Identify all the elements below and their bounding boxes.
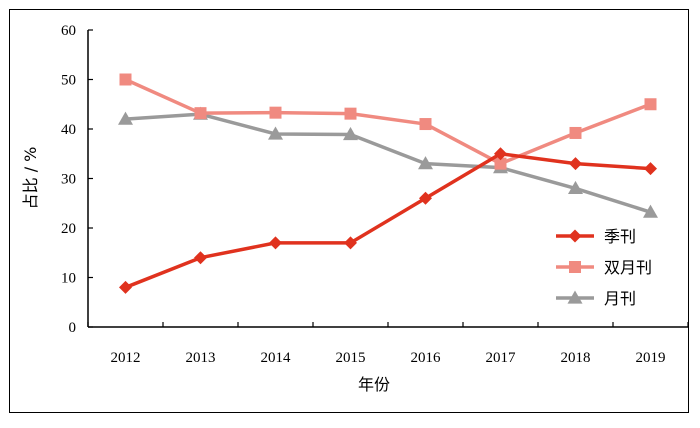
y-tick-label: 0: [69, 320, 77, 336]
y-tick-label: 10: [61, 271, 76, 287]
data-point: [344, 236, 357, 250]
data-point: [343, 126, 358, 141]
series-diamond: [119, 147, 657, 294]
data-point: [194, 107, 207, 120]
data-point: [269, 236, 282, 250]
legend-swatch-marker: [567, 290, 583, 304]
data-point: [419, 191, 432, 205]
y-tick-label: 50: [61, 73, 76, 89]
x-tick-label: 2012: [111, 350, 141, 366]
legend-swatch-marker: [569, 261, 581, 273]
data-point: [119, 280, 132, 294]
series-line: [124, 152, 651, 290]
data-point: [568, 180, 583, 195]
data-point: [119, 73, 132, 86]
y-tick-label: 20: [61, 221, 76, 237]
x-tick-label: 2015: [336, 350, 366, 366]
legend-label: 季刊: [604, 227, 636, 246]
data-point: [344, 107, 357, 120]
series-square: [119, 73, 657, 170]
y-tick-label: 30: [61, 172, 76, 188]
data-point: [194, 251, 207, 265]
series-layer: [118, 73, 658, 294]
data-point: [268, 126, 283, 140]
x-axis-title: 年份: [358, 375, 390, 394]
legend-label: 月刊: [604, 289, 636, 308]
data-point: [494, 147, 507, 161]
data-point: [569, 126, 582, 139]
axes: 0 10 20 30 40 50 60 2012 2013 2014 2015 2016 2017 201…: [61, 23, 689, 366]
legend-label: 双月刊: [604, 258, 652, 277]
data-point: [418, 156, 433, 170]
y-tick-label: 60: [61, 23, 76, 39]
x-tick-label: 2018: [561, 350, 591, 366]
series-line: [125, 112, 652, 214]
data-point: [569, 157, 582, 171]
x-tick-label: 2016: [411, 350, 442, 366]
data-point: [118, 111, 133, 125]
x-tick-label: 2019: [636, 350, 666, 366]
x-tick-label: 2017: [486, 350, 517, 366]
series-line: [124, 77, 652, 166]
data-point: [494, 157, 507, 170]
legend-item: 季刊: [556, 227, 636, 246]
legend-swatch-marker: [568, 229, 582, 243]
x-tick-label: 2014: [261, 350, 292, 366]
data-point: [269, 106, 282, 119]
y-axis-title: 占比 / %: [21, 147, 40, 210]
data-point: [644, 98, 657, 111]
y-tick-label: 40: [61, 122, 76, 138]
legend-item: 月刊: [556, 289, 636, 308]
legend-item: 双月刊: [556, 258, 652, 277]
data-point: [644, 162, 657, 176]
data-point: [419, 118, 432, 131]
x-tick-label: 2013: [186, 350, 216, 366]
data-point: [643, 204, 658, 218]
